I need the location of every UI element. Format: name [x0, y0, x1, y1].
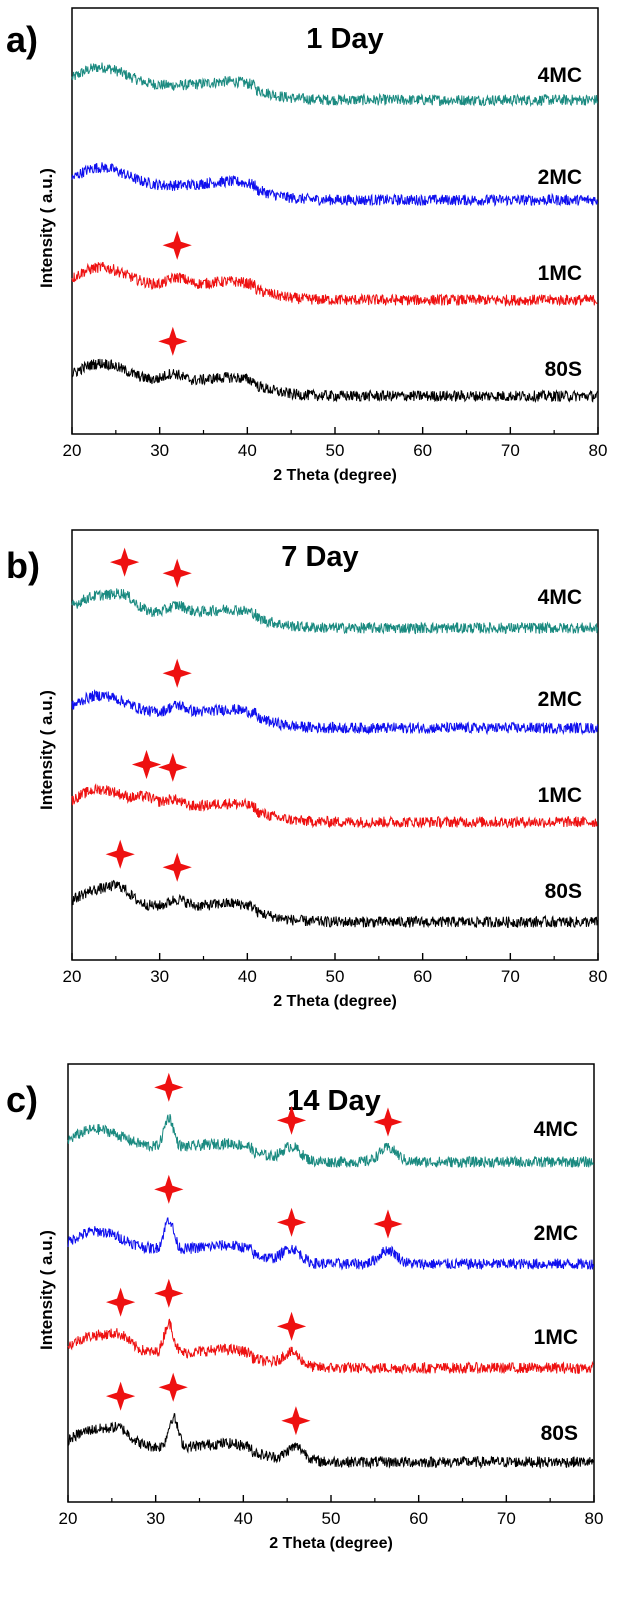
series-line-1MC: [71, 783, 598, 830]
y-axis-title: Intensity ( a.u.): [37, 1230, 56, 1350]
chart-panel-b: 20 30 40 50 60 70 80 2 Theta (degree) Intensity …: [6, 529, 608, 1010]
series-label-80S: 80S: [545, 358, 582, 381]
peak-star: [158, 1372, 188, 1402]
peak-star: [162, 852, 192, 882]
x-tick-label: 50: [322, 1509, 341, 1528]
x-tick-label: 30: [146, 1509, 165, 1528]
series-label-1MC: 1MC: [534, 1326, 578, 1349]
y-axis-title: Intensity ( a.u.): [37, 690, 56, 810]
x-tick-label: 50: [326, 441, 345, 460]
x-tick-label: 80: [585, 1509, 604, 1528]
peak-star: [131, 749, 162, 780]
panel-title: 7 Day: [281, 541, 358, 573]
series-line-80S: [71, 879, 598, 929]
x-axis-title: 2 Theta (degree): [273, 467, 397, 484]
x-tick-label: 40: [234, 1509, 253, 1528]
series-line-2MC: [67, 1217, 594, 1271]
series-label-1MC: 1MC: [538, 262, 582, 285]
plot-frame: [67, 1063, 595, 1503]
peak-star: [154, 1278, 184, 1308]
series-line-4MC: [71, 62, 598, 108]
x-tick-label: 70: [501, 967, 520, 986]
series-line-1MC: [67, 1318, 594, 1375]
x-tick-label: 70: [497, 1509, 516, 1528]
plot-frame: [71, 529, 599, 961]
peak-star: [281, 1406, 311, 1436]
x-axis-title: 2 Theta (degree): [269, 1535, 393, 1552]
x-tick-label: 20: [63, 967, 82, 986]
peak-star: [162, 558, 192, 588]
panel-letter: a): [6, 19, 38, 60]
series-label-80S: 80S: [541, 1422, 578, 1445]
panel-letter: c): [6, 1079, 38, 1120]
x-tick-label: 80: [589, 967, 608, 986]
series-line-4MC: [67, 1113, 594, 1169]
x-tick-label: 20: [63, 441, 82, 460]
peak-star: [162, 658, 192, 688]
series-line-80S: [71, 358, 598, 403]
panel-title: 1 Day: [306, 23, 383, 55]
x-tick-label: 40: [238, 441, 257, 460]
x-tick-label: 50: [326, 967, 345, 986]
series-label-2MC: 2MC: [538, 688, 582, 711]
chart-panel-a: 20 30 40 50 60 70 80 2 Theta (degree) Intensity …: [6, 7, 608, 484]
peak-star: [158, 326, 188, 356]
series-label-4MC: 4MC: [538, 64, 582, 87]
y-axis-title: Intensity ( a.u.): [37, 168, 56, 288]
panel-title: 14 Day: [287, 1085, 381, 1117]
peak-star: [154, 1072, 184, 1102]
peak-star: [373, 1209, 403, 1239]
series-line-1MC: [71, 261, 598, 308]
peak-star: [109, 547, 140, 577]
x-tick-label: 80: [589, 441, 608, 460]
x-tick-label: 60: [413, 967, 432, 986]
series-label-80S: 80S: [545, 880, 582, 903]
peak-star: [105, 1287, 136, 1317]
peak-star: [158, 752, 188, 782]
x-tick-label: 30: [150, 967, 169, 986]
series-label-2MC: 2MC: [534, 1222, 578, 1245]
x-tick-label: 40: [238, 967, 257, 986]
peak-star: [276, 1207, 307, 1237]
x-tick-label: 30: [150, 441, 169, 460]
peak-star: [373, 1107, 403, 1137]
series-line-80S: [67, 1412, 594, 1470]
series-label-2MC: 2MC: [538, 166, 582, 189]
peak-star: [105, 839, 135, 869]
peak-star: [276, 1105, 307, 1135]
x-tick-label: 60: [409, 1509, 428, 1528]
series-label-1MC: 1MC: [538, 784, 582, 807]
chart-panel-c: 20 30 40 50 60 70 80 2 Theta (degree) Intensity …: [6, 1063, 604, 1552]
panel-letter: b): [6, 545, 40, 586]
peak-star: [162, 230, 192, 260]
series-line-2MC: [71, 689, 598, 736]
peak-star: [276, 1311, 307, 1341]
series-line-2MC: [71, 162, 598, 207]
series-label-4MC: 4MC: [538, 586, 582, 609]
peak-star: [154, 1174, 184, 1204]
series-line-4MC: [71, 588, 598, 635]
peak-star: [105, 1381, 136, 1411]
x-tick-label: 60: [413, 441, 432, 460]
x-tick-label: 70: [501, 441, 520, 460]
series-label-4MC: 4MC: [534, 1118, 578, 1141]
x-axis-title: 2 Theta (degree): [273, 993, 397, 1010]
plot-frame: [71, 7, 599, 435]
x-tick-label: 20: [59, 1509, 78, 1528]
